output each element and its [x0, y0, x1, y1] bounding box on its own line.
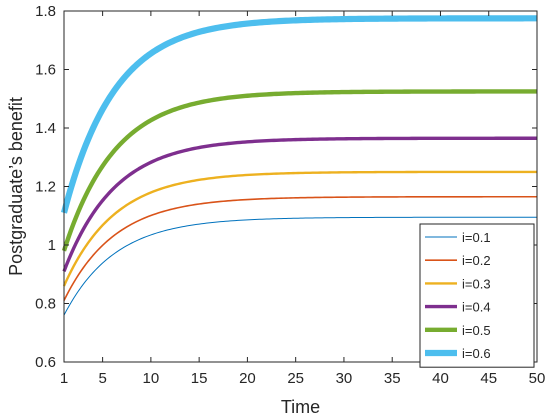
- series-line: [62, 136, 537, 272]
- x-tick-label: 25: [287, 370, 304, 387]
- legend-box: [419, 223, 535, 368]
- x-tick-label: 20: [239, 370, 256, 387]
- x-tick-label: 45: [480, 370, 497, 387]
- series-line: [63, 195, 537, 301]
- x-axis-title: Time: [281, 397, 320, 417]
- series-line: [63, 216, 537, 316]
- axis-ticks: 1 5 10 15 20 25 30 35 40 45 500.60.811.21.41.61.8: [35, 3, 545, 387]
- plot-lines: [61, 15, 538, 316]
- legend-label: i=0.5: [462, 323, 491, 338]
- y-tick-label: 1.2: [35, 179, 56, 196]
- x-tick-label: 40: [432, 370, 449, 387]
- y-tick-label: 0.6: [35, 354, 56, 371]
- y-axis-title: Postgraduate’s benefit: [6, 97, 26, 276]
- x-tick-label: 5: [98, 370, 106, 387]
- legend-label: i=0.3: [462, 276, 491, 291]
- y-tick-label: 1: [48, 237, 56, 254]
- legend: i=0.1 i=0.2 i=0.3 i=0.4 i=0.5 i=0.6: [419, 223, 535, 368]
- y-tick-label: 1.4: [35, 120, 56, 137]
- legend-label: i=0.1: [462, 230, 491, 245]
- y-tick-label: 1.8: [35, 3, 56, 20]
- series-line: [62, 170, 537, 287]
- x-tick-label: 35: [384, 370, 401, 387]
- x-tick-label: 10: [143, 370, 160, 387]
- x-tick-label: 15: [191, 370, 208, 387]
- legend-label: i=0.4: [462, 300, 491, 315]
- legend-label: i=0.6: [462, 346, 491, 361]
- legend-label: i=0.2: [462, 253, 491, 268]
- y-tick-label: 0.8: [35, 296, 56, 313]
- series-line: [61, 15, 538, 214]
- y-tick-label: 1.6: [35, 62, 56, 79]
- series-line: [61, 89, 537, 252]
- x-tick-label: 30: [336, 370, 353, 387]
- x-tick-label: 1: [60, 370, 68, 387]
- x-tick-label: 50: [529, 370, 546, 387]
